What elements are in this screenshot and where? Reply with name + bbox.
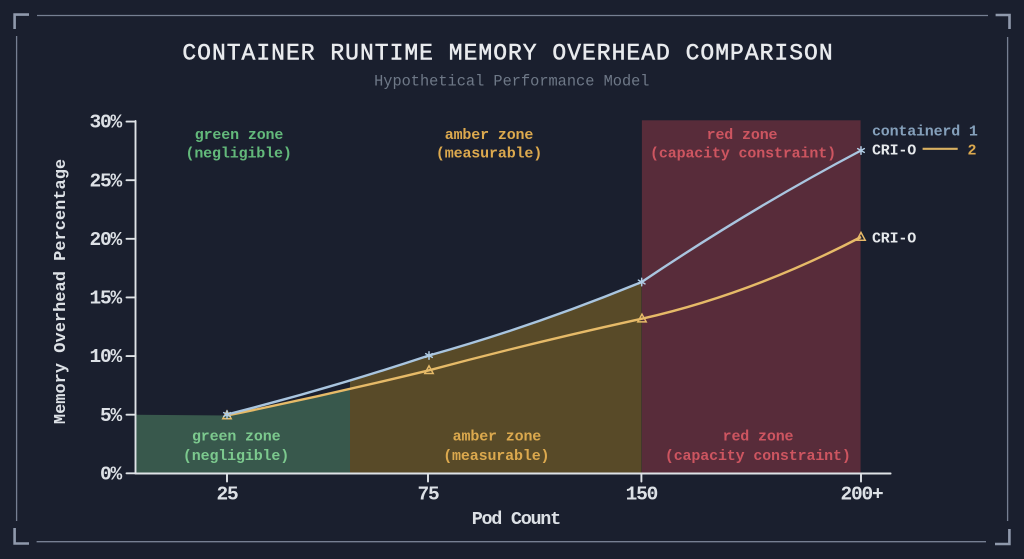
svg-text:25: 25 xyxy=(216,484,238,506)
svg-text:CONTAINER RUNTIME MEMORY OVERH: CONTAINER RUNTIME MEMORY OVERHEAD COMPAR… xyxy=(182,41,833,67)
svg-text:CRI-O: CRI-O xyxy=(872,142,916,159)
svg-text:Memory Overhead Percentage: Memory Overhead Percentage xyxy=(52,159,71,424)
svg-text:(negligible): (negligible) xyxy=(183,448,289,465)
svg-text:(negligible): (negligible) xyxy=(185,146,291,163)
svg-text:20%: 20% xyxy=(89,229,122,251)
svg-text:amber zone: amber zone xyxy=(445,127,534,144)
svg-text:green zone: green zone xyxy=(192,428,281,445)
svg-text:green zone: green zone xyxy=(195,127,284,144)
svg-text:150: 150 xyxy=(626,484,658,506)
svg-text:0%: 0% xyxy=(100,464,123,486)
svg-text:(capacity constraint): (capacity constraint) xyxy=(665,448,851,465)
svg-text:CRI-O: CRI-O xyxy=(872,231,916,248)
svg-text:containerd 1: containerd 1 xyxy=(872,124,978,141)
svg-text:red zone: red zone xyxy=(723,428,794,445)
svg-text:5%: 5% xyxy=(100,405,123,427)
svg-text:25%: 25% xyxy=(89,170,122,192)
svg-text:(capacity constraint): (capacity constraint) xyxy=(650,146,836,163)
svg-text:amber zone: amber zone xyxy=(453,428,542,445)
svg-text:Hypothetical Performance Model: Hypothetical Performance Model xyxy=(374,73,649,91)
svg-text:30%: 30% xyxy=(89,112,122,134)
svg-text:2: 2 xyxy=(968,142,977,159)
svg-text:(measurable): (measurable) xyxy=(443,448,549,465)
svg-text:15%: 15% xyxy=(89,288,122,310)
svg-text:Pod Count: Pod Count xyxy=(472,509,560,530)
svg-text:75: 75 xyxy=(417,484,439,506)
svg-text:200+: 200+ xyxy=(840,484,883,506)
svg-text:10%: 10% xyxy=(89,346,122,368)
svg-text:(measurable): (measurable) xyxy=(436,146,542,163)
svg-text:red zone: red zone xyxy=(707,127,778,144)
